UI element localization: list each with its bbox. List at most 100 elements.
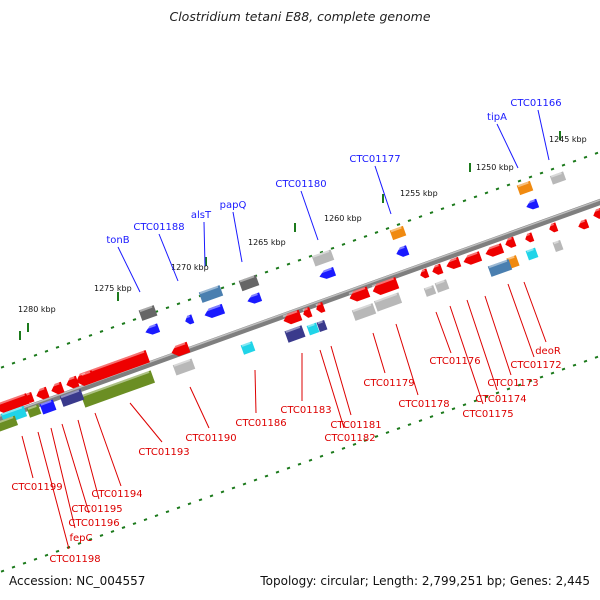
leader-line	[77, 419, 100, 500]
scale-dot	[363, 438, 368, 442]
gene-shine	[419, 269, 426, 273]
gene-shine	[0, 393, 25, 407]
leader-line	[50, 427, 76, 529]
forward-gene-label: CTC01188	[133, 222, 185, 282]
forward-gene-label: tipA	[487, 112, 519, 169]
scale-dot	[374, 434, 379, 438]
scale-dot	[352, 442, 357, 446]
gene-shape	[172, 358, 196, 376]
gene-shape	[552, 239, 564, 253]
gene-shape	[516, 180, 534, 196]
leader-line	[189, 386, 210, 429]
reverse-gene-label: CTC01186	[235, 369, 287, 429]
reverse-gene	[0, 415, 19, 433]
forward-gene	[311, 249, 335, 267]
scale-dot	[561, 163, 566, 167]
scale-dot	[264, 270, 269, 274]
reverse-gene-label: CTC01175	[449, 305, 514, 420]
scale-label: 1270 kbp	[171, 263, 209, 272]
scale-dot	[396, 223, 401, 227]
scale-dot	[286, 262, 291, 266]
scale-dot	[495, 391, 500, 395]
forward-gene	[246, 292, 263, 304]
scale-dot	[220, 286, 225, 290]
gene-shape	[420, 268, 430, 279]
scale-dot	[55, 345, 60, 349]
gene-shape	[138, 305, 158, 321]
forward-gene-label: CTC01177	[349, 154, 401, 215]
scale-dot	[88, 333, 93, 337]
scale-dot	[539, 375, 544, 379]
scale-dot	[187, 502, 192, 506]
reverse-gene-label: CTC01174	[466, 299, 527, 405]
gene-shape	[423, 285, 437, 297]
gene-shape	[351, 303, 377, 321]
scale-dot	[308, 458, 313, 462]
scale-dot	[528, 379, 533, 383]
gene-shine	[282, 310, 298, 318]
reverse-gene-label: CTC01183	[280, 353, 332, 416]
reverse-gene	[50, 381, 65, 395]
scale-dot	[33, 353, 38, 357]
gene-shine	[526, 248, 534, 253]
gene-shine	[524, 233, 531, 237]
gene-shine	[27, 404, 37, 410]
scale-dot	[506, 387, 511, 391]
gene-shape	[240, 341, 256, 355]
gene-shine	[50, 382, 60, 388]
scale-label: 1265 kbp	[248, 238, 286, 247]
gene-shape	[373, 292, 403, 312]
scale-dot	[473, 195, 478, 199]
scale-dot	[0, 365, 5, 369]
gene-shine	[1, 406, 23, 416]
scale-dot	[154, 514, 159, 518]
forward-gene-label: CTC01166	[510, 98, 562, 161]
reverse-gene-label: CTC01196	[61, 423, 120, 529]
gene-shape	[593, 207, 600, 219]
gene-shine	[517, 181, 529, 188]
gene-label: CTC01188	[133, 222, 184, 233]
leader-line	[330, 345, 352, 416]
scale-dot	[583, 155, 588, 159]
leader-line	[300, 190, 319, 241]
leader-line	[523, 281, 547, 343]
gene-label: CTC01174	[475, 394, 526, 405]
forward-gene	[516, 180, 534, 196]
scale-dot	[407, 219, 412, 223]
scale-dot	[176, 506, 181, 510]
leader-line	[372, 332, 386, 374]
gene-shape	[306, 322, 320, 336]
gene-shine	[431, 264, 439, 269]
backbone-line	[0, 198, 600, 422]
scale-dot	[275, 470, 280, 474]
scale-dot	[594, 151, 599, 155]
scale-label: 1260 kbp	[324, 214, 362, 223]
gene-shape	[389, 225, 407, 241]
scale-labels: 1245 kbp 1250 kbp 1255 kbp 1260 kbp 1265 kbp…	[18, 135, 587, 314]
scale-dot	[308, 254, 313, 258]
gene-shape	[432, 263, 444, 275]
leader-line	[435, 311, 452, 354]
scale-dot	[352, 238, 357, 242]
scale-dot	[451, 407, 456, 411]
reverse-gene	[170, 341, 191, 357]
reverse-gene-label: CTC01195	[71, 419, 123, 515]
scale-dot	[55, 549, 60, 553]
reverse-gene	[445, 256, 462, 270]
scale-dot	[22, 357, 27, 361]
leader-line	[484, 295, 512, 376]
gene-shine	[318, 267, 332, 275]
gene-shine	[307, 323, 315, 328]
forward-gene	[318, 267, 337, 279]
gene-shine	[81, 371, 150, 397]
scale-dot	[44, 349, 49, 353]
forward-gene	[198, 285, 224, 303]
scale-dot	[209, 494, 214, 498]
forward-gene	[525, 198, 540, 210]
scale-dot	[440, 411, 445, 415]
gene-shine	[504, 237, 512, 242]
reverse-gene	[59, 389, 85, 407]
reverse-gene	[434, 279, 450, 293]
gene-shape	[51, 381, 65, 395]
scale-dot	[99, 533, 104, 537]
